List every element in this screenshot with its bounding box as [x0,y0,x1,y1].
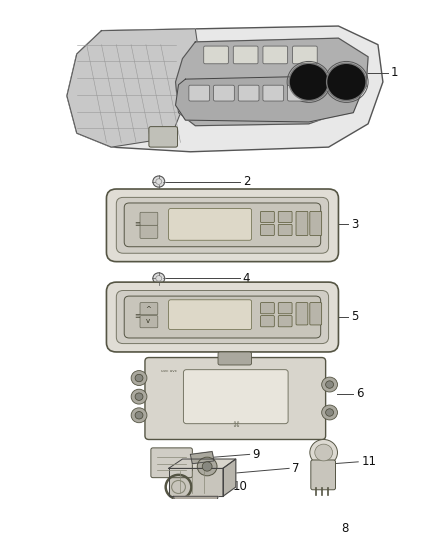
Circle shape [131,389,147,404]
FancyBboxPatch shape [233,46,258,64]
Text: 2: 2 [243,175,250,188]
FancyBboxPatch shape [278,212,292,223]
Circle shape [135,411,143,419]
Text: v: v [146,318,150,324]
FancyBboxPatch shape [214,85,234,101]
Text: 8: 8 [342,522,349,533]
Polygon shape [173,496,218,506]
Text: 4: 4 [243,272,250,285]
Text: 6: 6 [356,387,364,400]
FancyBboxPatch shape [296,303,308,325]
Circle shape [310,440,337,465]
FancyBboxPatch shape [263,85,284,101]
Circle shape [197,457,217,476]
Polygon shape [191,451,214,464]
FancyBboxPatch shape [238,85,259,101]
Polygon shape [176,75,363,122]
Circle shape [135,393,143,400]
Circle shape [289,63,328,101]
FancyBboxPatch shape [261,224,274,236]
FancyBboxPatch shape [263,46,288,64]
FancyBboxPatch shape [189,85,210,101]
Polygon shape [143,516,274,533]
Text: 11: 11 [361,455,376,469]
Polygon shape [169,459,236,469]
Circle shape [131,370,147,385]
FancyBboxPatch shape [261,212,274,223]
FancyBboxPatch shape [261,316,274,327]
FancyBboxPatch shape [149,127,177,147]
FancyBboxPatch shape [310,212,321,236]
Text: 10: 10 [233,480,248,494]
Polygon shape [67,26,383,152]
Polygon shape [129,510,294,533]
FancyBboxPatch shape [117,290,328,344]
Circle shape [327,63,366,101]
FancyBboxPatch shape [278,224,292,236]
Text: 5: 5 [351,310,359,323]
Text: ^: ^ [145,306,151,312]
FancyBboxPatch shape [278,303,292,314]
Polygon shape [279,527,307,533]
Text: 3: 3 [351,218,359,231]
Text: uvc uvc: uvc uvc [161,369,177,373]
FancyBboxPatch shape [169,300,251,329]
Circle shape [135,374,143,382]
Text: ≡: ≡ [134,221,140,228]
FancyBboxPatch shape [140,225,158,238]
Text: 9: 9 [253,448,260,461]
FancyBboxPatch shape [169,208,251,240]
Circle shape [153,273,165,284]
Circle shape [321,405,337,420]
FancyBboxPatch shape [140,316,158,328]
FancyBboxPatch shape [204,46,228,64]
Polygon shape [67,29,200,147]
FancyBboxPatch shape [140,212,158,225]
FancyBboxPatch shape [184,370,288,424]
Circle shape [202,462,212,471]
Circle shape [315,444,332,461]
Circle shape [131,408,147,423]
FancyBboxPatch shape [278,316,292,327]
FancyBboxPatch shape [151,448,192,478]
Text: ≡: ≡ [134,313,140,320]
Circle shape [325,409,333,416]
Polygon shape [223,459,236,496]
FancyBboxPatch shape [106,282,339,352]
FancyBboxPatch shape [288,85,308,101]
FancyBboxPatch shape [218,352,251,365]
FancyBboxPatch shape [311,460,336,490]
Circle shape [153,176,165,187]
Text: 1: 1 [391,66,398,79]
Circle shape [321,377,337,392]
FancyBboxPatch shape [124,296,321,338]
Text: ⌘: ⌘ [232,422,239,427]
Polygon shape [176,38,368,126]
Circle shape [325,381,333,388]
FancyBboxPatch shape [261,303,274,314]
FancyBboxPatch shape [117,197,328,253]
FancyBboxPatch shape [124,203,321,247]
FancyBboxPatch shape [310,303,321,325]
FancyBboxPatch shape [145,358,325,440]
FancyBboxPatch shape [106,189,339,262]
FancyBboxPatch shape [296,212,308,236]
FancyBboxPatch shape [140,303,158,314]
Text: 7: 7 [292,462,300,475]
FancyBboxPatch shape [293,46,317,64]
Polygon shape [169,469,223,496]
